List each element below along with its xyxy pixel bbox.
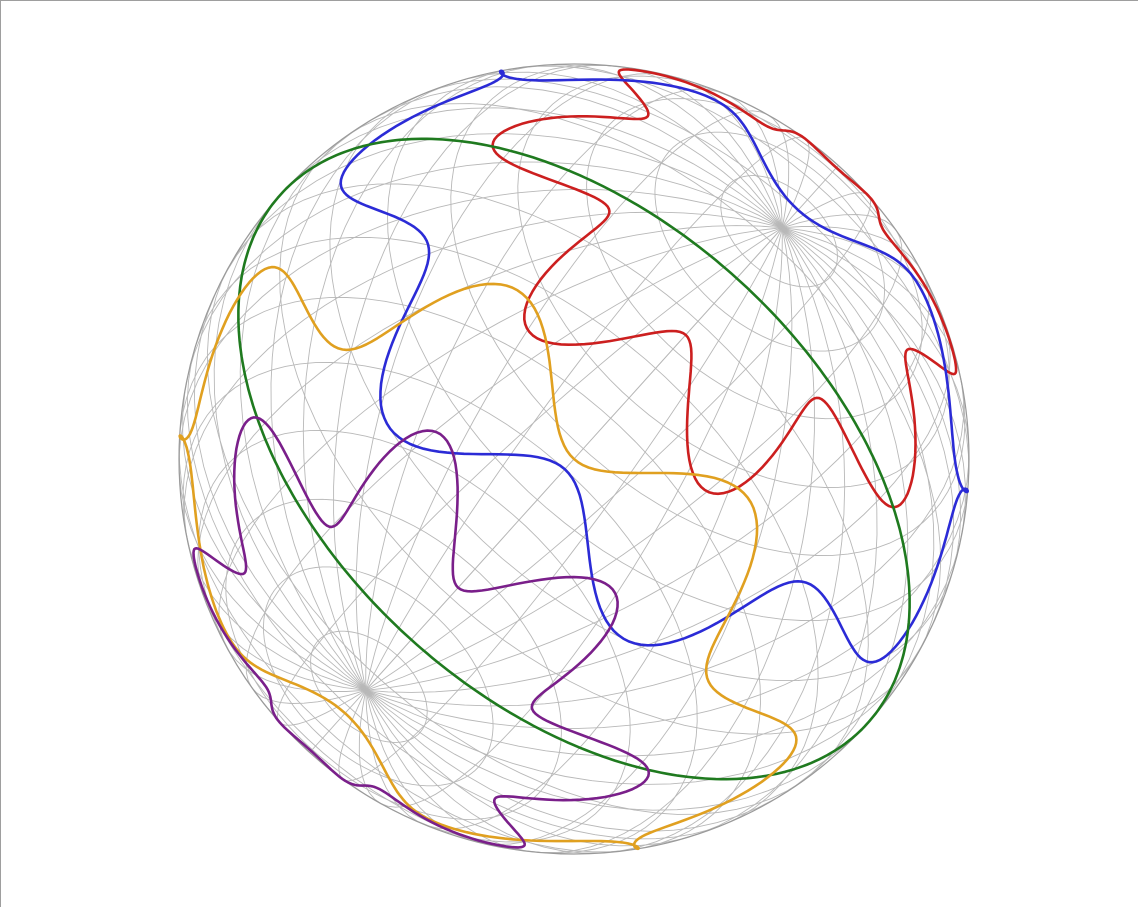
curve-blue bbox=[339, 69, 969, 664]
meridian-line bbox=[365, 110, 790, 691]
sphere-outline bbox=[178, 63, 970, 855]
meridian-line bbox=[358, 227, 783, 808]
meridian-line bbox=[197, 225, 783, 691]
meridian-line bbox=[365, 227, 955, 785]
meridian-line bbox=[333, 65, 783, 691]
curve-orange bbox=[178, 265, 798, 851]
meridian-line bbox=[365, 227, 793, 845]
meridian-line bbox=[365, 227, 815, 853]
curve-group bbox=[178, 68, 969, 851]
meridian-line bbox=[193, 133, 783, 691]
meridian-line bbox=[355, 73, 783, 691]
curve-green bbox=[237, 137, 911, 781]
meridian-line bbox=[365, 88, 783, 691]
meridian-line bbox=[365, 227, 783, 830]
curve-purple bbox=[192, 416, 651, 849]
curve-red bbox=[491, 68, 958, 509]
meridian-line bbox=[309, 227, 783, 753]
